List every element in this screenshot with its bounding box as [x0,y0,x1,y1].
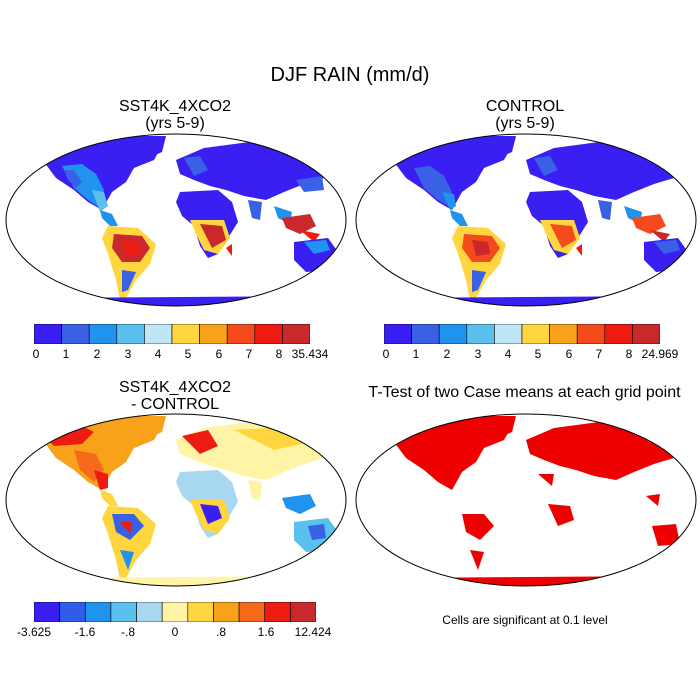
figure-title: DJF RAIN (mm/d) [270,64,430,86]
colorbar-swatch [226,324,256,344]
colorbar-tick-label: -.8 [120,625,136,639]
colorbar-swatch [549,324,578,344]
colorbar-tick-label: 2 [93,347,101,361]
colorbar-swatch [494,324,523,344]
panel3-title: SST4K_4XCO2 - CONTROL [118,379,232,413]
colorbar-swatch [411,324,440,344]
panel4-title: T-Test of two Case means at each grid po… [368,384,681,401]
colorbar-tick-label: -3.625 [16,625,52,639]
colorbar-swatch [144,324,173,344]
colorbar-tick-label: 6 [565,347,573,361]
colorbar-tick-label: .8 [215,625,227,639]
map-boundary [5,413,347,587]
colorbar-tick-label: 1.6 [257,625,275,639]
colorbar-swatch [84,602,112,622]
map-panel-control [355,133,697,307]
colorbar-swatch [282,324,310,344]
colorbar-tick-label: 8 [275,347,283,361]
colorbar-swatch [254,324,283,344]
colorbar-panel3 [34,602,316,622]
panel2-title: CONTROL (yrs 5-9) [485,98,565,132]
colorbar-tick-label: 2 [443,347,451,361]
colorbar-swatches [384,324,660,344]
colorbar-swatch [238,602,266,622]
colorbar-tick-label: 0 [32,347,40,361]
colorbar-swatch [187,602,214,622]
colorbar-swatch [576,324,606,344]
colorbar-swatch [438,324,468,344]
colorbar-tick-label: 35.434 [291,347,329,361]
panel1-title: SST4K_4XCO2 (yrs 5-9) [118,98,232,132]
map-boundary [355,413,697,587]
map-boundary [355,133,697,307]
colorbar-swatch [632,324,660,344]
colorbar-tick-label: 12.424 [294,625,332,639]
colorbar-swatch [88,324,118,344]
colorbar-swatches [34,324,310,344]
colorbar-tick-label: 7 [595,347,603,361]
map-panel-sst4k [5,133,347,307]
map-panel-ttest [355,413,697,587]
colorbar-tick-label: 1 [62,347,70,361]
colorbar-swatch [34,602,60,622]
colorbar-tick-label: 4 [154,347,162,361]
colorbar-swatch [290,602,316,622]
colorbar-tick-label: 3 [474,347,482,361]
colorbar-swatch [116,324,145,344]
colorbar-tick-label: 8 [625,347,633,361]
colorbar-panel1 [34,324,310,344]
colorbar-tick-label: 0 [171,625,179,639]
colorbar-tick-label: 24.969 [641,347,679,361]
colorbar-swatches [34,602,316,622]
colorbar-swatch [59,602,86,622]
colorbar-swatch [136,602,163,622]
colorbar-swatch [521,324,550,344]
colorbar-swatch [199,324,228,344]
map-panel-difference [5,413,347,587]
colorbar-tick-label: 7 [245,347,253,361]
colorbar-swatch [161,602,189,622]
colorbar-tick-label: 5 [534,347,542,361]
colorbar-tick-label: 3 [124,347,132,361]
colorbar-swatch [171,324,200,344]
colorbar-tick-label: 0 [382,347,390,361]
colorbar-swatch [213,602,240,622]
colorbar-swatch [384,324,412,344]
map-boundary [5,133,347,307]
colorbar-swatch [466,324,495,344]
colorbar-swatch [604,324,633,344]
colorbar-swatch [34,324,62,344]
colorbar-tick-label: 4 [504,347,512,361]
colorbar-swatch [110,602,137,622]
colorbar-panel2 [384,324,660,344]
colorbar-tick-label: 5 [184,347,192,361]
colorbar-tick-label: 6 [215,347,223,361]
colorbar-swatch [61,324,90,344]
colorbar-tick-label: -1.6 [74,625,96,639]
significance-note: Cells are significant at 0.1 level [442,613,608,627]
colorbar-tick-label: 1 [412,347,420,361]
colorbar-swatch [264,602,291,622]
